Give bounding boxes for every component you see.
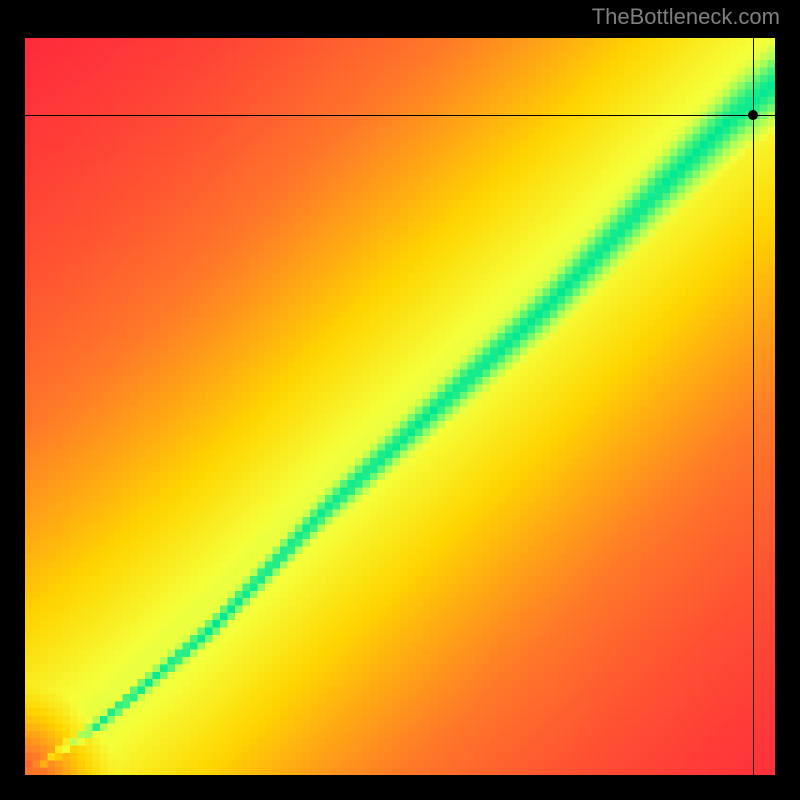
bottleneck-heatmap	[25, 38, 775, 775]
crosshair-vertical	[753, 38, 754, 775]
watermark-text: TheBottleneck.com	[592, 4, 780, 30]
crosshair-marker-dot	[748, 110, 758, 120]
crosshair-horizontal	[25, 115, 775, 116]
heatmap-canvas	[25, 38, 775, 775]
